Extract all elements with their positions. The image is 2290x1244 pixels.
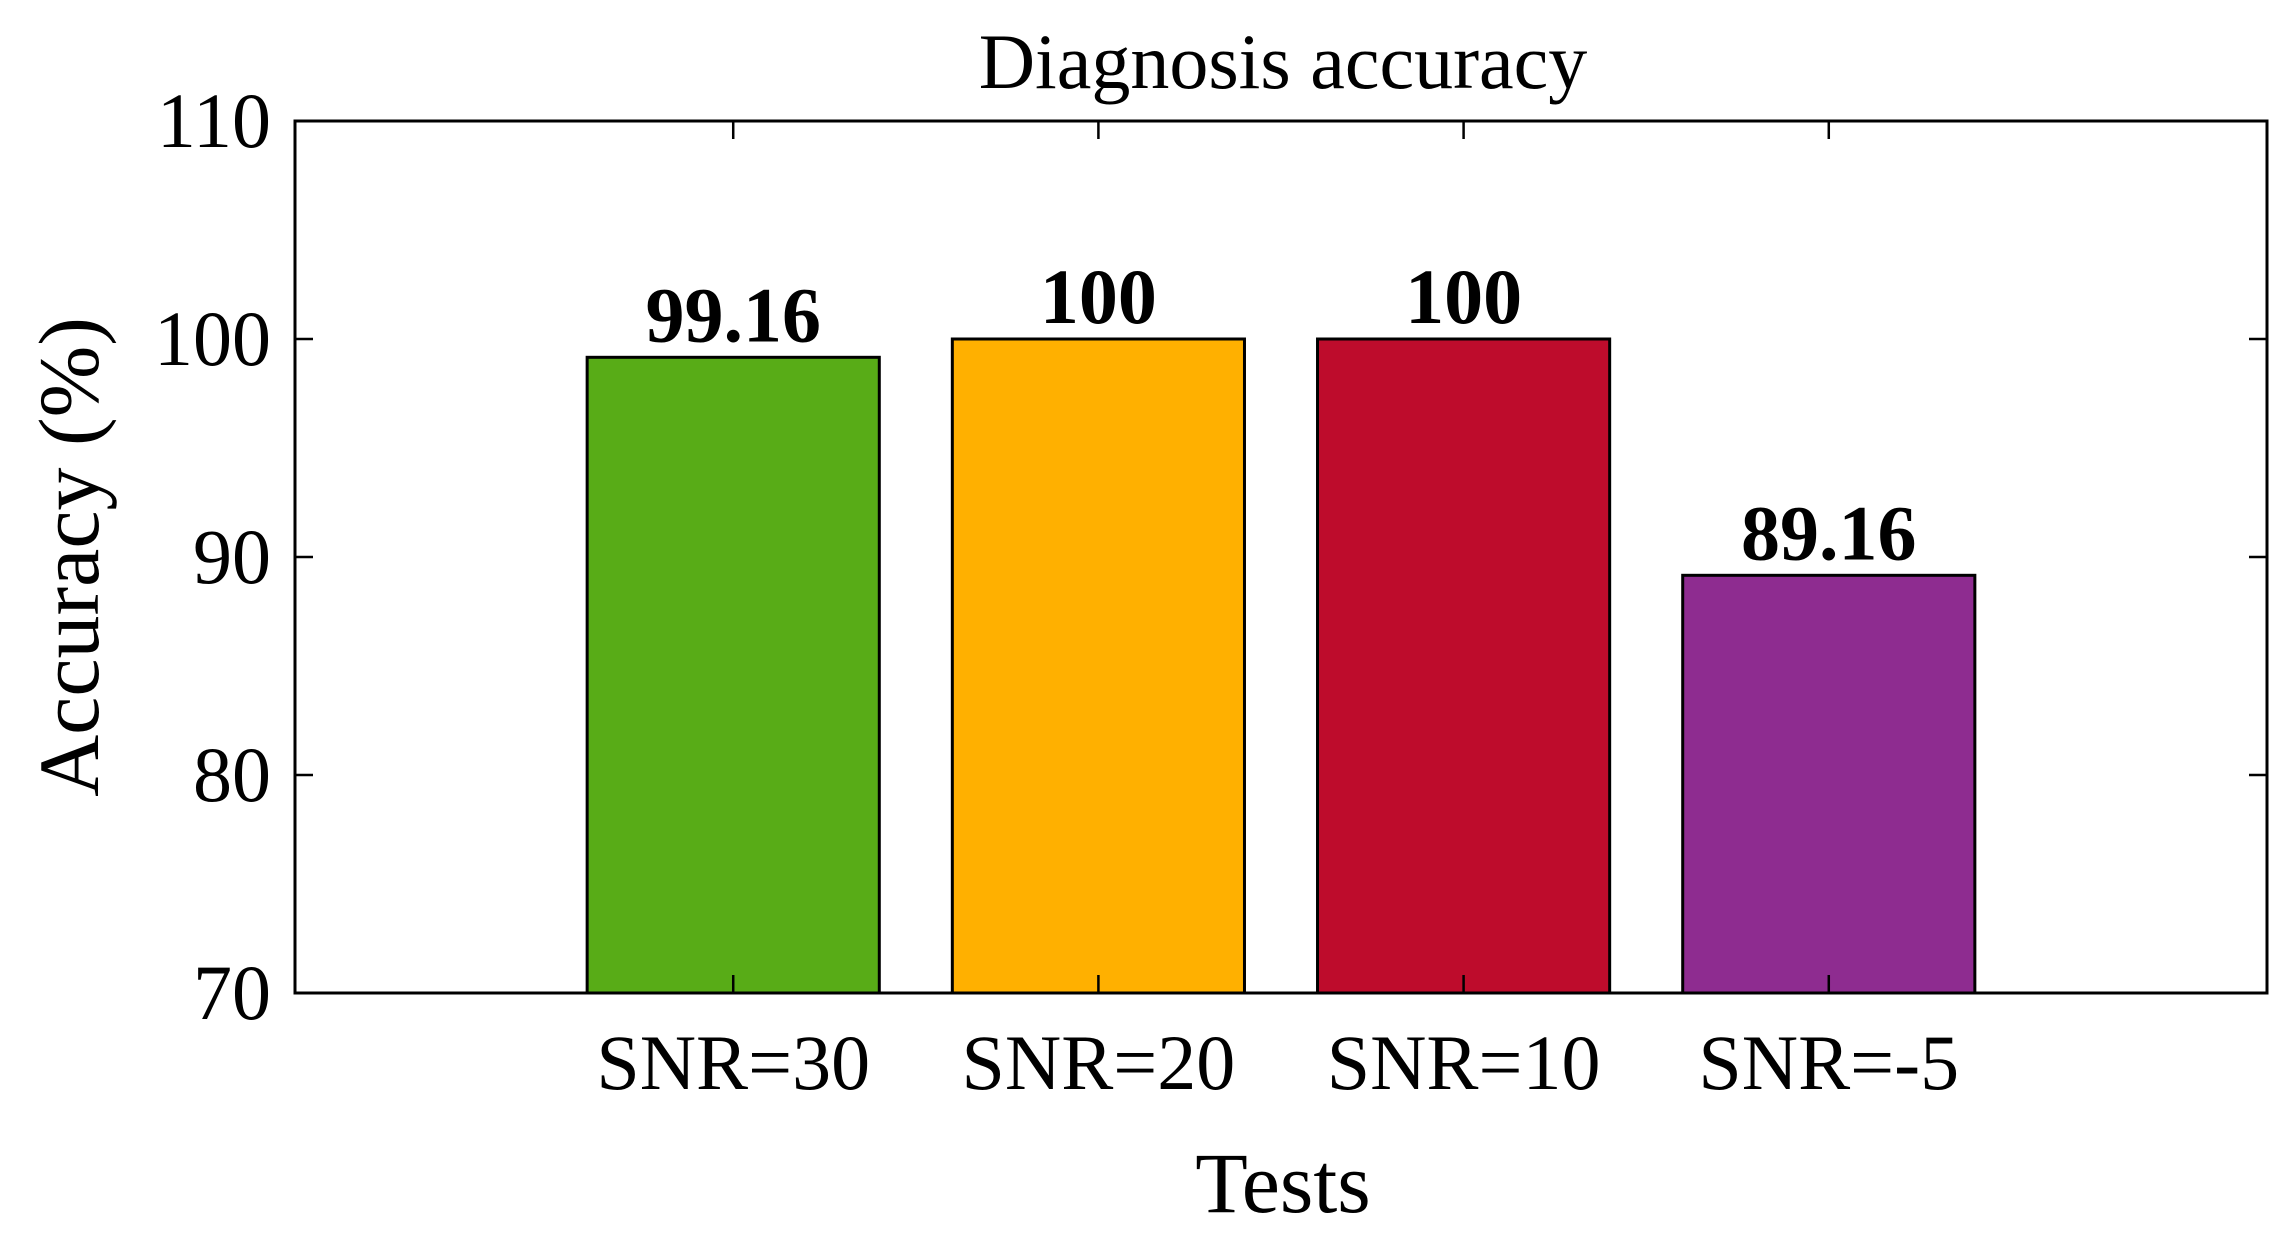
data-label-2: 100: [1040, 253, 1157, 340]
y-tick-label-70: 70: [193, 949, 271, 1036]
plot-area-frame: [293, 119, 2269, 995]
x-tick-label-1: SNR=30: [596, 1019, 870, 1106]
data-label-3: 100: [1405, 253, 1522, 340]
data-label-1: 99.16: [645, 271, 821, 358]
y-tick-label-110: 110: [157, 77, 271, 164]
chart-title: Diagnosis accuracy: [979, 18, 1588, 105]
bar-1: [585, 355, 881, 995]
data-label-4: 89.16: [1741, 489, 1917, 576]
bar-2: [950, 337, 1246, 995]
x-tick-label-2: SNR=20: [962, 1019, 1236, 1106]
y-tick-label-80: 80: [193, 731, 271, 818]
bar-3: [1316, 337, 1612, 995]
x-axis-label: Tests: [1195, 1135, 1371, 1231]
bar-4: [1681, 573, 1977, 995]
x-tick-label-3: SNR=10: [1327, 1019, 1601, 1106]
y-tick-label-100: 100: [154, 295, 271, 382]
bars-layer: [585, 337, 1977, 995]
y-axis-label: Accuracy (%): [21, 317, 117, 797]
ticks-layer: SNR=30 SNR=20 SNR=10 SNR=-5 70 80 90 100 110: [154, 77, 2267, 1106]
x-tick-label-4: SNR=-5: [1698, 1019, 1959, 1106]
y-tick-label-90: 90: [193, 513, 271, 600]
data-labels-layer: 99.16 100 100 89.16: [645, 253, 1916, 576]
